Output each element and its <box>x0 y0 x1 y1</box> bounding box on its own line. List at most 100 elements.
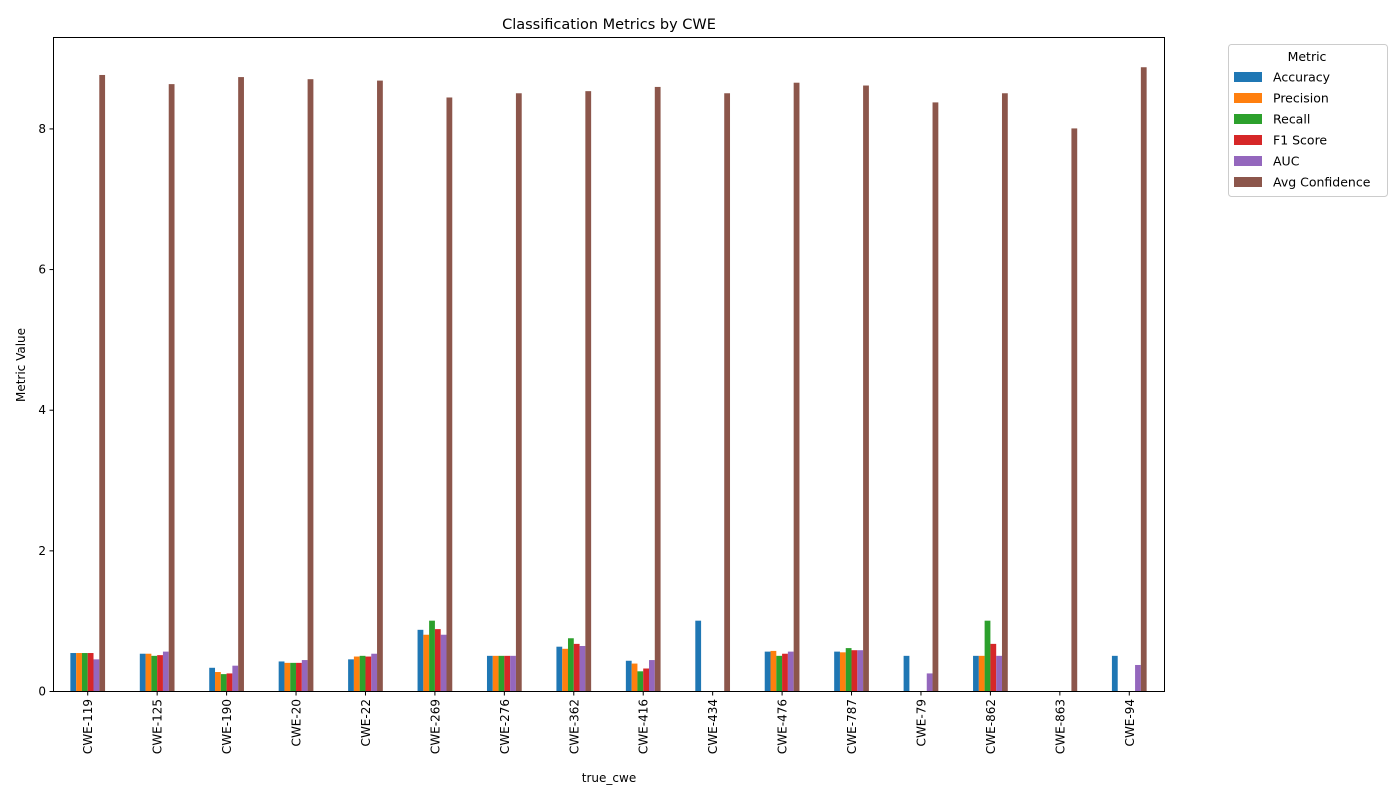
y-axis-title: Metric Value <box>14 328 28 402</box>
bar-accuracy-cwe-22 <box>348 659 354 691</box>
x-tick-label: CWE-125 <box>151 699 165 754</box>
bar-auc-cwe-862 <box>996 655 1002 691</box>
bar-avg-confidence-cwe-863 <box>1071 128 1078 692</box>
bar-recall-cwe-862 <box>984 620 991 691</box>
bar-f1-score-cwe-362 <box>573 643 580 691</box>
bar-f1-score-cwe-276 <box>504 655 511 691</box>
x-axis-title: true_cwe <box>582 771 636 785</box>
bar-avg-confidence-cwe-125 <box>168 84 175 692</box>
bar-accuracy-cwe-119 <box>70 653 77 691</box>
bar-recall-cwe-269 <box>429 620 435 691</box>
bar-precision-cwe-125 <box>145 653 152 691</box>
x-tick-label: CWE-20 <box>290 699 304 746</box>
bar-avg-confidence-cwe-476 <box>793 82 800 691</box>
legend-label: F1 Score <box>1273 133 1327 148</box>
bar-recall-cwe-190 <box>220 674 227 691</box>
legend-swatch <box>1234 93 1262 103</box>
bar-f1-score-cwe-269 <box>434 629 441 691</box>
bar-precision-cwe-22 <box>353 656 360 691</box>
legend-label: Recall <box>1273 112 1310 127</box>
bar-recall-cwe-276 <box>498 655 505 691</box>
bar-recall-cwe-20 <box>290 662 297 691</box>
legend-items: Accuracy Precision Recall F1 Score AUC Avg Co… <box>1234 70 1371 190</box>
x-tick-label: CWE-22 <box>359 699 373 746</box>
bar-auc-cwe-119 <box>93 659 100 691</box>
bar-f1-score-cwe-22 <box>365 656 372 691</box>
bar-f1-score-cwe-125 <box>157 655 163 691</box>
legend-label: AUC <box>1273 154 1300 169</box>
legend-swatch <box>1234 135 1262 145</box>
bar-f1-score-cwe-416 <box>643 668 650 691</box>
bar-auc-cwe-276 <box>510 655 516 691</box>
x-tick-label: CWE-94 <box>1123 699 1137 746</box>
bar-recall-cwe-125 <box>151 655 158 691</box>
bar-avg-confidence-cwe-22 <box>377 80 383 692</box>
bar-f1-score-cwe-862 <box>990 643 997 691</box>
bar-avg-confidence-cwe-190 <box>238 77 244 691</box>
legend-swatch <box>1234 114 1262 124</box>
bar-auc-cwe-22 <box>371 653 378 691</box>
bar-precision-cwe-362 <box>562 648 568 691</box>
legend-label: Accuracy <box>1273 70 1331 85</box>
x-tick-label: CWE-476 <box>776 699 790 754</box>
x-tick-label: CWE-269 <box>428 699 442 754</box>
bar-avg-confidence-cwe-416 <box>654 86 661 692</box>
y-tick-label: 6 <box>38 263 46 277</box>
bar-auc-cwe-125 <box>162 651 169 691</box>
legend-frame <box>1228 44 1388 197</box>
y-axis: 0 2 4 6 8 <box>38 122 54 699</box>
bar-f1-score-cwe-787 <box>851 650 858 691</box>
bar-auc-cwe-94 <box>1135 664 1141 691</box>
bar-precision-cwe-416 <box>631 663 638 691</box>
x-tick-label: CWE-434 <box>706 699 720 754</box>
bar-avg-confidence-cwe-79 <box>932 102 939 691</box>
bar-f1-score-cwe-190 <box>226 673 233 691</box>
bar-precision-cwe-787 <box>839 652 846 691</box>
bar-avg-confidence-cwe-269 <box>446 97 453 692</box>
bar-recall-cwe-22 <box>359 655 366 691</box>
bar-recall-cwe-119 <box>81 653 88 691</box>
bar-recall-cwe-362 <box>567 638 574 691</box>
y-tick-label: 8 <box>38 122 46 136</box>
bar-precision-cwe-20 <box>284 662 291 691</box>
bar-avg-confidence-cwe-119 <box>99 74 106 692</box>
y-tick-label: 2 <box>38 544 46 558</box>
x-axis: CWE-119 CWE-125 CWE-190 CWE-20 CWE-22 CWE-269… <box>81 691 1137 754</box>
bar-accuracy-cwe-787 <box>834 651 840 691</box>
x-tick-label: CWE-276 <box>498 699 512 754</box>
bar-recall-cwe-416 <box>637 671 644 691</box>
x-tick-label: CWE-119 <box>81 699 95 754</box>
x-tick-label: CWE-863 <box>1053 699 1067 754</box>
bar-avg-confidence-cwe-787 <box>863 85 869 691</box>
bar-accuracy-cwe-94 <box>1111 655 1118 691</box>
bar-precision-cwe-119 <box>76 653 82 691</box>
bar-accuracy-cwe-476 <box>764 651 771 691</box>
chart-title: Classification Metrics by CWE <box>502 17 716 33</box>
bar-accuracy-cwe-190 <box>209 667 216 691</box>
bar-auc-cwe-269 <box>440 634 447 691</box>
bar-precision-cwe-862 <box>978 655 985 691</box>
x-tick-label: CWE-416 <box>637 699 651 754</box>
bar-accuracy-cwe-416 <box>625 660 632 691</box>
x-tick-label: CWE-787 <box>845 699 859 754</box>
bar-accuracy-cwe-276 <box>486 655 493 691</box>
bar-precision-cwe-190 <box>215 672 221 691</box>
bar-auc-cwe-787 <box>857 650 864 691</box>
bar-recall-cwe-787 <box>845 648 852 691</box>
legend-swatch <box>1234 177 1262 187</box>
x-tick-label: CWE-190 <box>220 699 234 754</box>
bar-precision-cwe-276 <box>492 655 499 691</box>
legend-swatch <box>1234 72 1262 82</box>
bar-precision-cwe-269 <box>423 634 430 691</box>
x-tick-label: CWE-862 <box>984 699 998 754</box>
bar-auc-cwe-416 <box>649 660 655 691</box>
bar-accuracy-cwe-125 <box>139 653 146 691</box>
x-tick-label: CWE-362 <box>567 699 581 754</box>
y-tick-label: 4 <box>38 403 46 417</box>
bar-avg-confidence-cwe-862 <box>1001 93 1008 691</box>
bar-recall-cwe-476 <box>776 655 783 691</box>
bar-f1-score-cwe-119 <box>87 653 94 691</box>
bar-auc-cwe-362 <box>579 645 586 691</box>
